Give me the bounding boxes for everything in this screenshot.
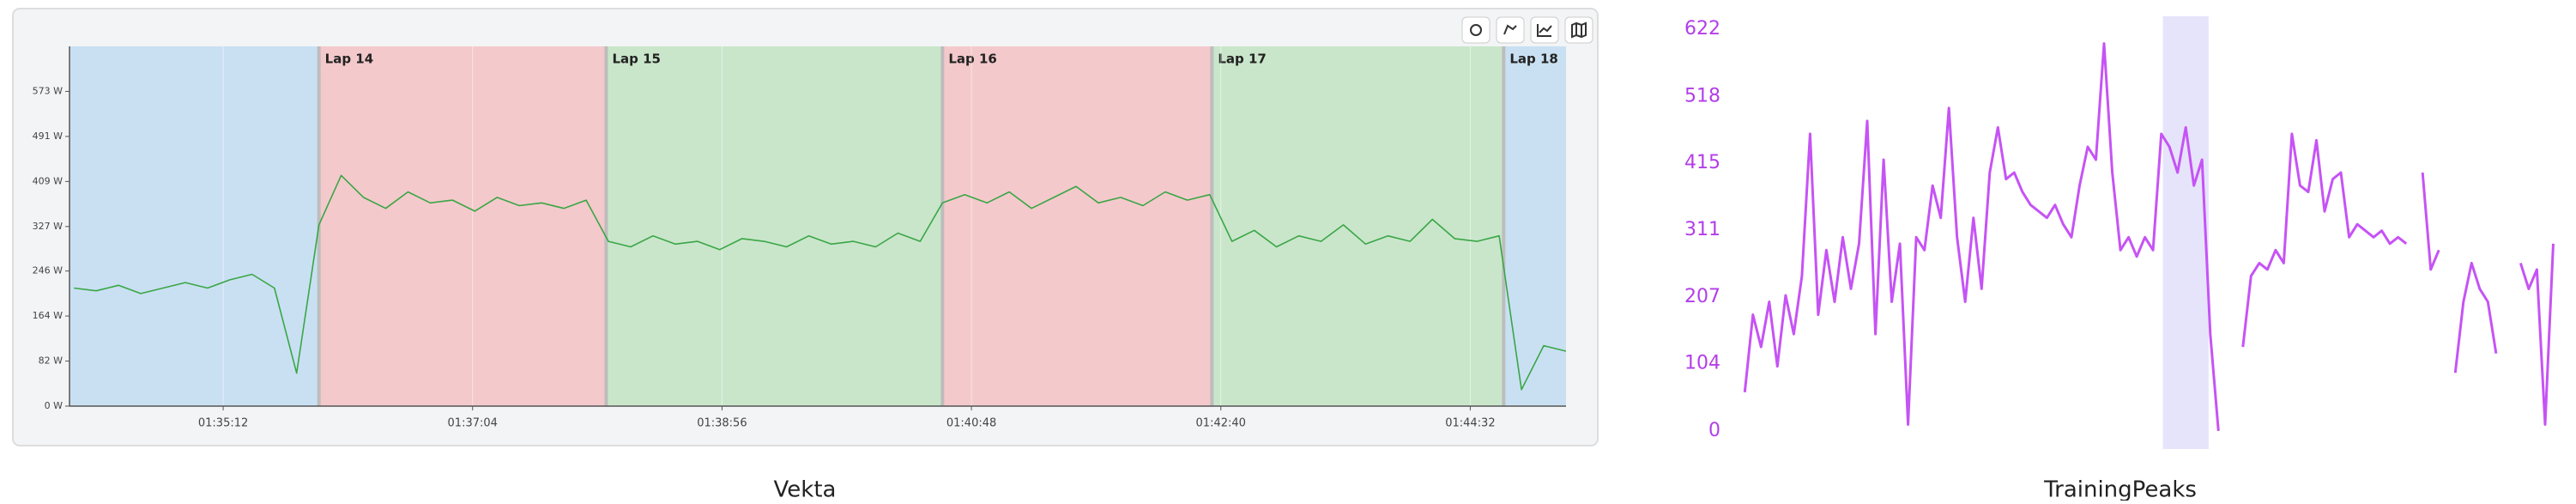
y-tick-label: 82 W bbox=[39, 355, 63, 367]
lap-separator bbox=[604, 46, 608, 406]
chart-button[interactable] bbox=[1530, 16, 1559, 44]
lap-band bbox=[70, 46, 319, 406]
lap-label: Lap 15 bbox=[612, 52, 661, 67]
y-tick-label: 311 bbox=[1684, 219, 1720, 240]
lap-separator bbox=[940, 46, 945, 406]
lap-separator bbox=[1210, 46, 1214, 406]
lap-band bbox=[942, 46, 1212, 406]
hand-button[interactable] bbox=[1496, 16, 1525, 44]
lap-label: Lap 17 bbox=[1218, 52, 1267, 67]
map-button[interactable] bbox=[1564, 16, 1593, 44]
y-tick-label: 415 bbox=[1684, 152, 1720, 173]
chart-caption: TrainingPeaks bbox=[2043, 477, 2197, 501]
y-tick-label: 518 bbox=[1684, 85, 1720, 106]
power-line bbox=[74, 174, 1567, 391]
lap-label: Lap 14 bbox=[325, 52, 374, 67]
y-tick-label: 573 W bbox=[33, 85, 63, 96]
chart-caption: Vekta bbox=[774, 477, 837, 501]
lap-band bbox=[1503, 46, 1566, 406]
y-tick-label: 0 bbox=[1708, 420, 1720, 441]
y-tick-label: 491 W bbox=[33, 131, 63, 142]
x-tick-label: 01:40:48 bbox=[946, 417, 996, 430]
y-tick-label: 246 W bbox=[33, 265, 63, 276]
power-line bbox=[1743, 42, 2555, 432]
y-tick-label: 622 bbox=[1684, 18, 1720, 39]
y-tick-label: 409 W bbox=[33, 175, 63, 186]
y-tick-label: 164 W bbox=[33, 310, 63, 321]
y-tick-label: 207 bbox=[1684, 286, 1720, 307]
x-tick-label: 01:38:56 bbox=[697, 417, 747, 430]
lap-band bbox=[1212, 46, 1504, 406]
y-tick-label: 0 W bbox=[45, 400, 63, 411]
watch-button[interactable] bbox=[1461, 16, 1491, 44]
y-tick-label: 327 W bbox=[33, 221, 63, 232]
toolbar bbox=[1461, 16, 1593, 44]
lap-label: Lap 18 bbox=[1509, 52, 1558, 67]
x-tick-label: 01:37:04 bbox=[448, 417, 498, 430]
lap-band bbox=[318, 46, 607, 406]
y-tick-label: 104 bbox=[1684, 353, 1720, 374]
lap-band bbox=[606, 46, 943, 406]
x-tick-label: 01:44:32 bbox=[1445, 417, 1495, 430]
x-tick-label: 01:42:40 bbox=[1196, 417, 1246, 430]
x-tick-label: 01:35:12 bbox=[198, 417, 248, 430]
lap-label: Lap 16 bbox=[948, 52, 997, 67]
lap-band bbox=[2162, 16, 2209, 449]
lap-separator bbox=[1502, 46, 1506, 406]
